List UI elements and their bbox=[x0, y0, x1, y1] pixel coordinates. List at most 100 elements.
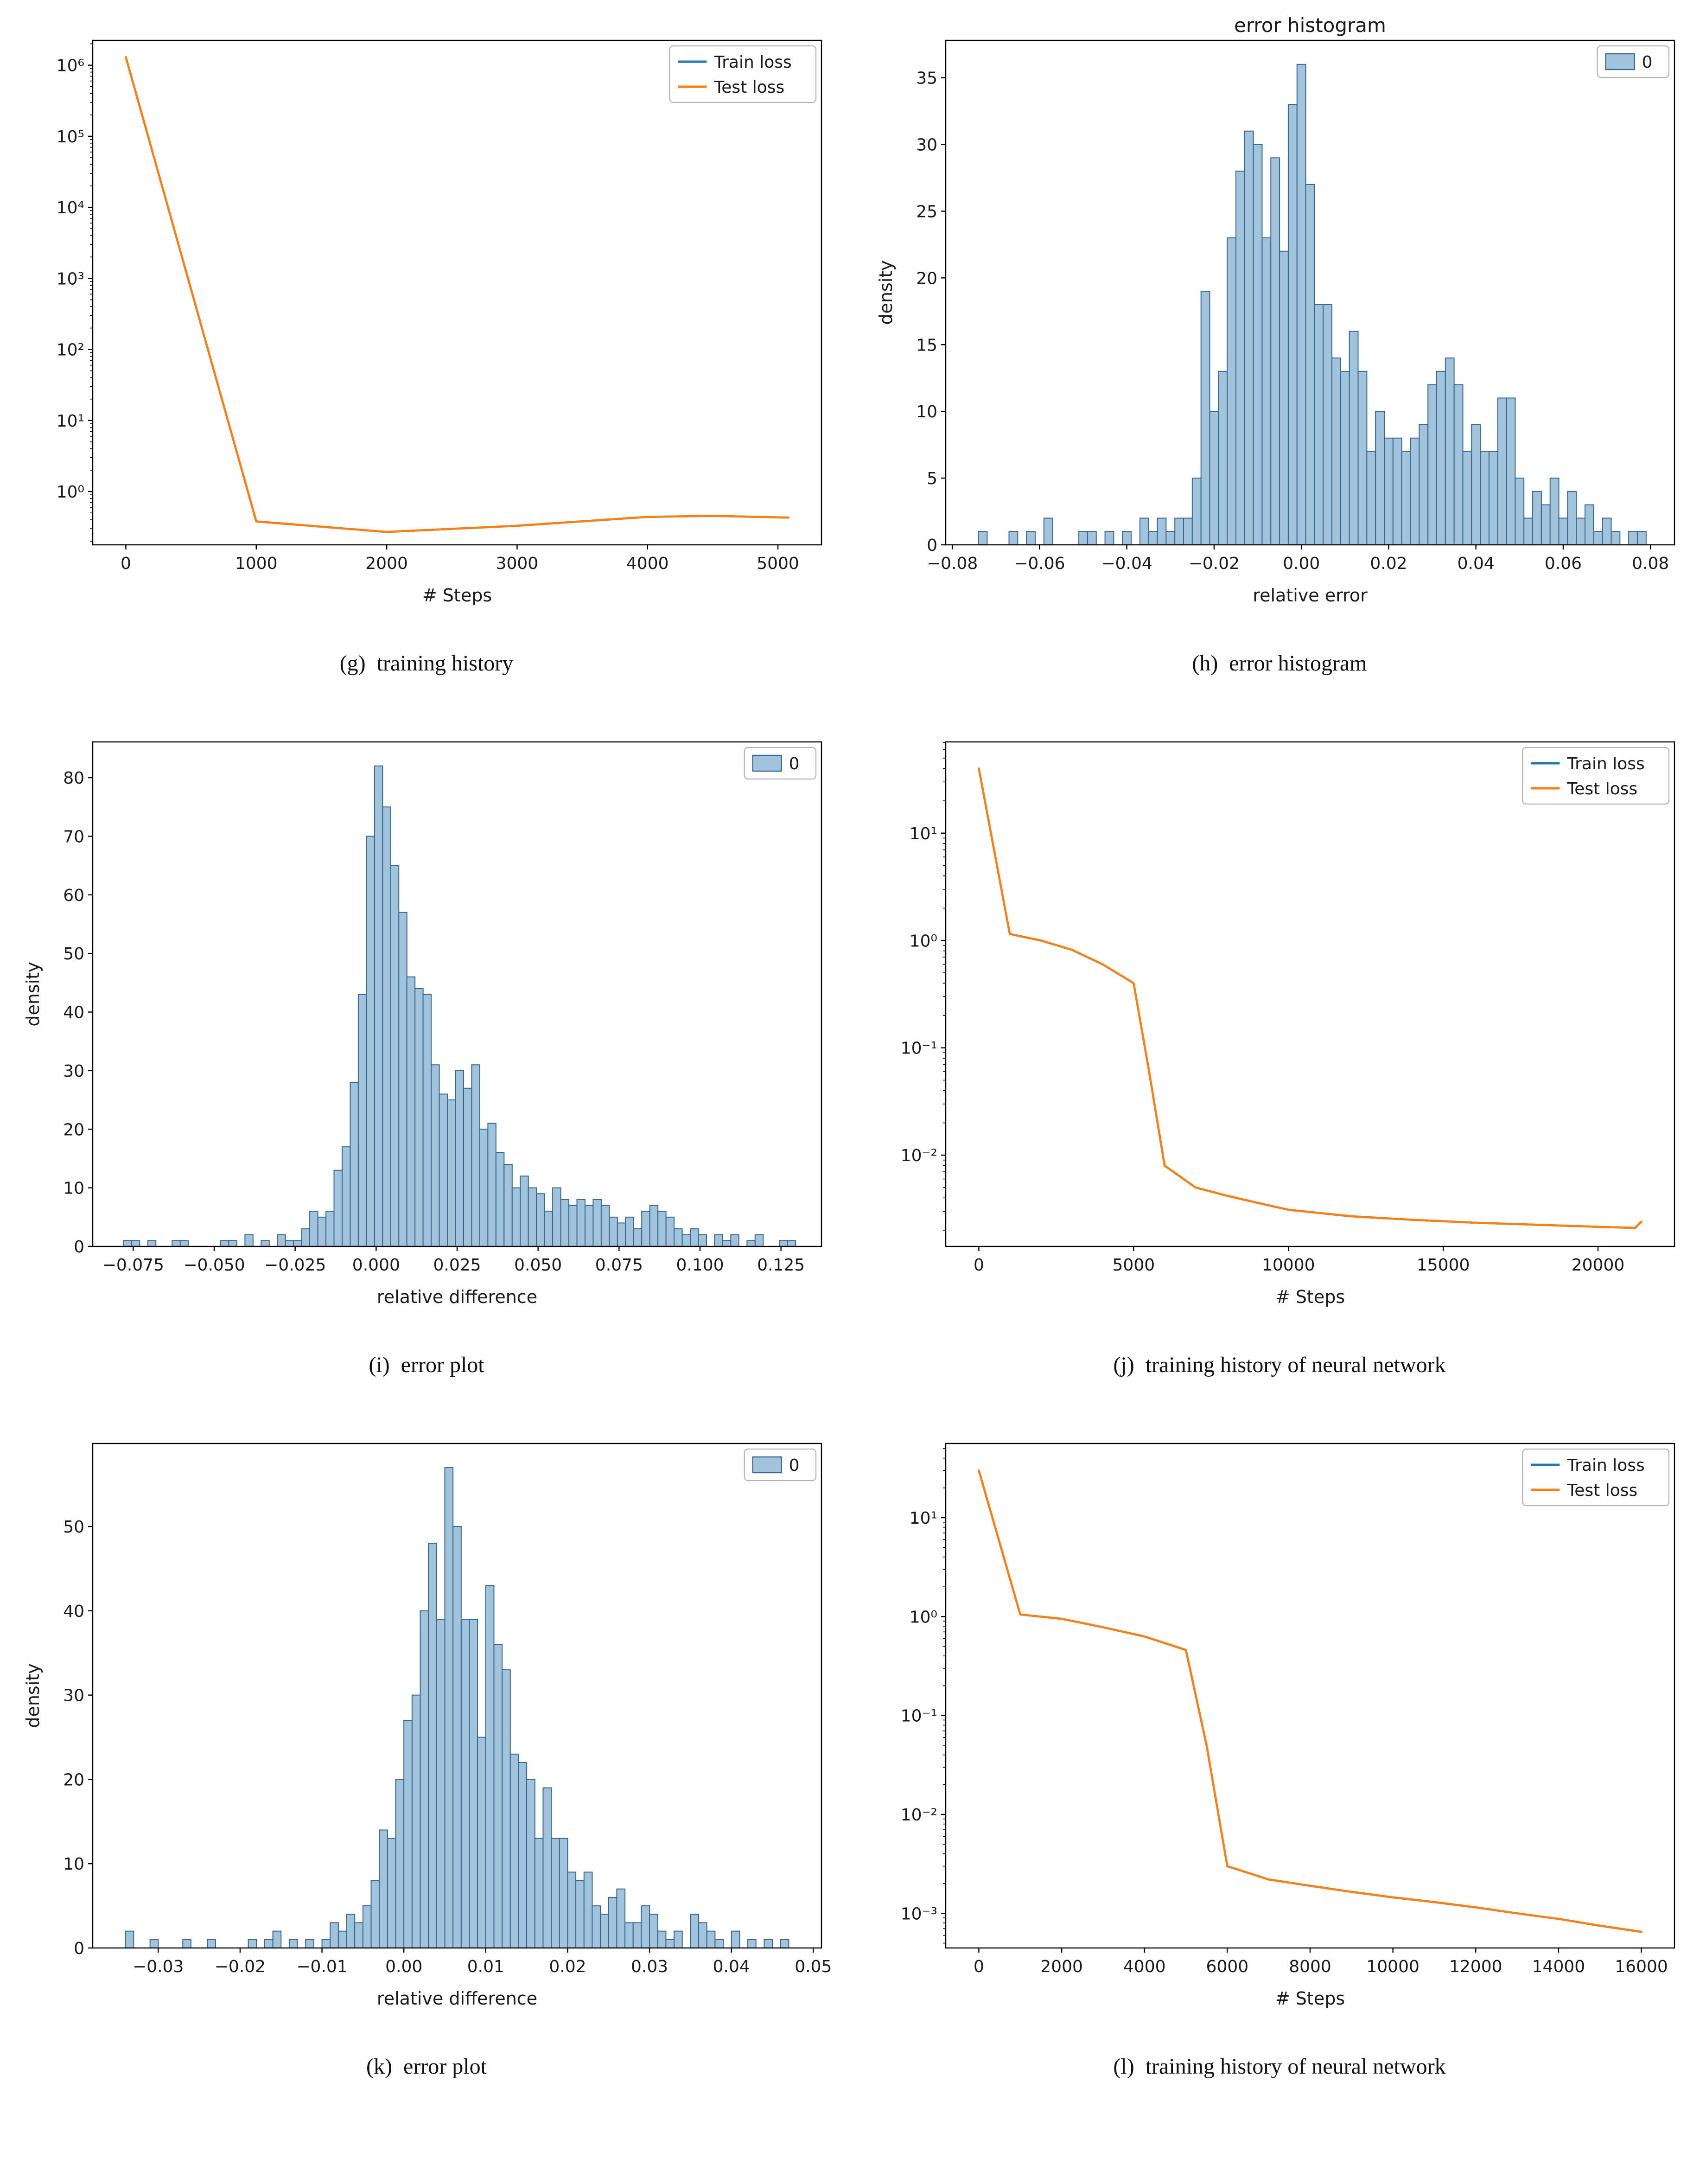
svg-text:Train loss: Train loss bbox=[1566, 754, 1644, 773]
caption-i: (i) error plot bbox=[369, 1353, 484, 1377]
figure-l: 0 2000 4000 6000 8000 10000 12000 14000 16000 10⁻… bbox=[872, 1415, 1687, 2112]
svg-text:5000: 5000 bbox=[1113, 1256, 1155, 1275]
svg-text:10⁻¹: 10⁻¹ bbox=[901, 1039, 937, 1058]
histogram-bars bbox=[978, 64, 1647, 546]
svg-text:0.04: 0.04 bbox=[713, 1957, 750, 1976]
svg-text:0.02: 0.02 bbox=[549, 1957, 586, 1976]
chart-i-svg: −0.075 −0.050 −0.025 0.000 0.025 0.050 0.075 0.… bbox=[23, 741, 822, 1307]
line-series bbox=[978, 1469, 1642, 1933]
svg-text:2000: 2000 bbox=[1040, 1957, 1083, 1976]
svg-text:20: 20 bbox=[63, 1770, 84, 1789]
chart-g-svg: 0 1000 2000 3000 4000 5000 10⁰ 10¹ 10² 10³ 10⁴ 10⁵ 1… bbox=[57, 39, 822, 606]
svg-text:3000: 3000 bbox=[496, 554, 539, 573]
chart-h-svg: −0.08 −0.06 −0.04 −0.02 0.00 0.02 0.04 0.06 0.08… bbox=[876, 14, 1675, 606]
axes: −0.08 −0.06 −0.04 −0.02 0.00 0.02 0.04 0.06 0.08… bbox=[876, 14, 1675, 606]
svg-text:2000: 2000 bbox=[365, 554, 408, 573]
svg-text:80: 80 bbox=[63, 769, 84, 788]
svg-text:10⁰: 10⁰ bbox=[910, 1608, 937, 1627]
chart-error-plot-i: −0.075 −0.050 −0.025 0.000 0.025 0.050 0.075 0.… bbox=[19, 713, 834, 1330]
axes: 0 1000 2000 3000 4000 5000 10⁰ 10¹ 10² 10³ 10⁴ 10⁵ 1… bbox=[57, 39, 822, 606]
svg-text:0.000: 0.000 bbox=[352, 1256, 400, 1275]
svg-text:−0.03: −0.03 bbox=[133, 1957, 184, 1976]
svg-text:16000: 16000 bbox=[1615, 1957, 1668, 1976]
svg-text:10⁻³: 10⁻³ bbox=[901, 1904, 937, 1923]
svg-text:0.075: 0.075 bbox=[595, 1256, 643, 1275]
svg-text:0: 0 bbox=[74, 1939, 84, 1958]
svg-text:10⁰: 10⁰ bbox=[910, 932, 937, 951]
svg-text:14000: 14000 bbox=[1532, 1957, 1585, 1976]
svg-text:10⁻¹: 10⁻¹ bbox=[901, 1707, 937, 1726]
svg-text:# Steps: # Steps bbox=[422, 585, 492, 606]
svg-text:relative difference: relative difference bbox=[377, 1988, 537, 2009]
svg-text:−0.01: −0.01 bbox=[296, 1957, 347, 1976]
chart-l-svg: 0 2000 4000 6000 8000 10000 12000 14000 16000 10⁻… bbox=[901, 1443, 1675, 2009]
svg-text:density: density bbox=[23, 962, 43, 1026]
svg-text:12000: 12000 bbox=[1449, 1957, 1502, 1976]
figure-j: 0 5000 10000 15000 20000 10⁻² 10⁻¹ 10⁰ 10¹ # Step… bbox=[872, 713, 1687, 1410]
svg-text:10²: 10² bbox=[57, 341, 84, 360]
histogram-bars bbox=[125, 1467, 789, 1949]
figure-g: 0 1000 2000 3000 4000 5000 10⁰ 10¹ 10² 10³ 10⁴ 10⁵ 1… bbox=[19, 12, 834, 709]
svg-text:−0.08: −0.08 bbox=[927, 554, 978, 573]
svg-text:40: 40 bbox=[63, 1003, 84, 1022]
svg-text:50: 50 bbox=[63, 1518, 84, 1537]
svg-text:30: 30 bbox=[63, 1062, 84, 1081]
svg-text:# Steps: # Steps bbox=[1275, 1988, 1345, 2009]
legend: Train loss Test loss bbox=[669, 45, 817, 103]
svg-text:70: 70 bbox=[63, 827, 84, 846]
svg-text:0: 0 bbox=[789, 754, 800, 773]
caption-l: (l) training history of neural network bbox=[1113, 2054, 1446, 2079]
legend: 0 bbox=[744, 1448, 817, 1482]
histogram-bars bbox=[123, 765, 796, 1247]
svg-text:0.00: 0.00 bbox=[385, 1957, 422, 1976]
svg-text:0: 0 bbox=[1642, 53, 1653, 72]
chart-k-svg: −0.03 −0.02 −0.01 0.00 0.01 0.02 0.03 0.04 0.05 0… bbox=[23, 1443, 832, 2009]
svg-text:20000: 20000 bbox=[1572, 1256, 1625, 1275]
svg-text:0.02: 0.02 bbox=[1370, 554, 1407, 573]
svg-text:10⁰: 10⁰ bbox=[57, 483, 84, 502]
caption-g: (g) training history bbox=[339, 651, 514, 676]
svg-text:0: 0 bbox=[74, 1238, 84, 1257]
legend: Train loss Test loss bbox=[1522, 747, 1670, 805]
svg-text:0.06: 0.06 bbox=[1545, 554, 1582, 573]
axes: −0.03 −0.02 −0.01 0.00 0.01 0.02 0.03 0.04 0.05 0… bbox=[23, 1443, 832, 2009]
svg-text:10⁻²: 10⁻² bbox=[901, 1806, 937, 1825]
svg-text:5: 5 bbox=[927, 469, 937, 488]
svg-text:−0.02: −0.02 bbox=[1189, 554, 1240, 573]
axes: −0.075 −0.050 −0.025 0.000 0.025 0.050 0.075 0.… bbox=[23, 741, 822, 1307]
chart-training-history-l: 0 2000 4000 6000 8000 10000 12000 14000 16000 10⁻… bbox=[872, 1415, 1687, 2031]
svg-text:−0.075: −0.075 bbox=[102, 1256, 164, 1275]
caption-k: (k) error plot bbox=[366, 2054, 487, 2079]
svg-text:0: 0 bbox=[789, 1456, 800, 1475]
chart-error-histogram-h: −0.08 −0.06 −0.04 −0.02 0.00 0.02 0.04 0.06 0.08… bbox=[872, 12, 1687, 628]
svg-text:−0.050: −0.050 bbox=[183, 1256, 245, 1275]
svg-text:density: density bbox=[23, 1663, 43, 1728]
line-series bbox=[125, 56, 789, 533]
svg-text:Test loss: Test loss bbox=[713, 78, 784, 97]
svg-text:1000: 1000 bbox=[235, 554, 278, 573]
svg-text:0.04: 0.04 bbox=[1458, 554, 1495, 573]
chart-training-history-g: 0 1000 2000 3000 4000 5000 10⁰ 10¹ 10² 10³ 10⁴ 10⁵ 1… bbox=[19, 12, 834, 628]
figure-k: −0.03 −0.02 −0.01 0.00 0.01 0.02 0.03 0.04 0.05 0… bbox=[19, 1415, 834, 2112]
svg-text:0: 0 bbox=[121, 554, 131, 573]
svg-text:10000: 10000 bbox=[1262, 1256, 1315, 1275]
svg-text:Test loss: Test loss bbox=[1566, 1481, 1637, 1500]
svg-text:8000: 8000 bbox=[1289, 1957, 1331, 1976]
svg-text:10⁴: 10⁴ bbox=[57, 198, 84, 217]
svg-text:−0.025: −0.025 bbox=[264, 1256, 326, 1275]
legend: Train loss Test loss bbox=[1522, 1448, 1670, 1507]
svg-text:0.125: 0.125 bbox=[757, 1256, 805, 1275]
figure-i: −0.075 −0.050 −0.025 0.000 0.025 0.050 0.075 0.… bbox=[19, 713, 834, 1410]
svg-text:Train loss: Train loss bbox=[1566, 1456, 1644, 1475]
svg-text:0: 0 bbox=[974, 1957, 984, 1976]
svg-text:15: 15 bbox=[916, 336, 937, 355]
legend: 0 bbox=[744, 747, 817, 780]
svg-text:10: 10 bbox=[63, 1855, 84, 1874]
figure-grid: 0 1000 2000 3000 4000 5000 10⁰ 10¹ 10² 10³ 10⁴ 10⁵ 1… bbox=[19, 12, 1687, 2112]
svg-text:20: 20 bbox=[63, 1120, 84, 1139]
caption-j: (j) training history of neural network bbox=[1113, 1353, 1446, 1377]
svg-text:35: 35 bbox=[916, 69, 937, 88]
axes: 0 5000 10000 15000 20000 10⁻² 10⁻¹ 10⁰ 10¹ # Step… bbox=[901, 741, 1675, 1307]
svg-text:10⁶: 10⁶ bbox=[57, 57, 84, 76]
caption-h: (h) error histogram bbox=[1192, 651, 1367, 676]
